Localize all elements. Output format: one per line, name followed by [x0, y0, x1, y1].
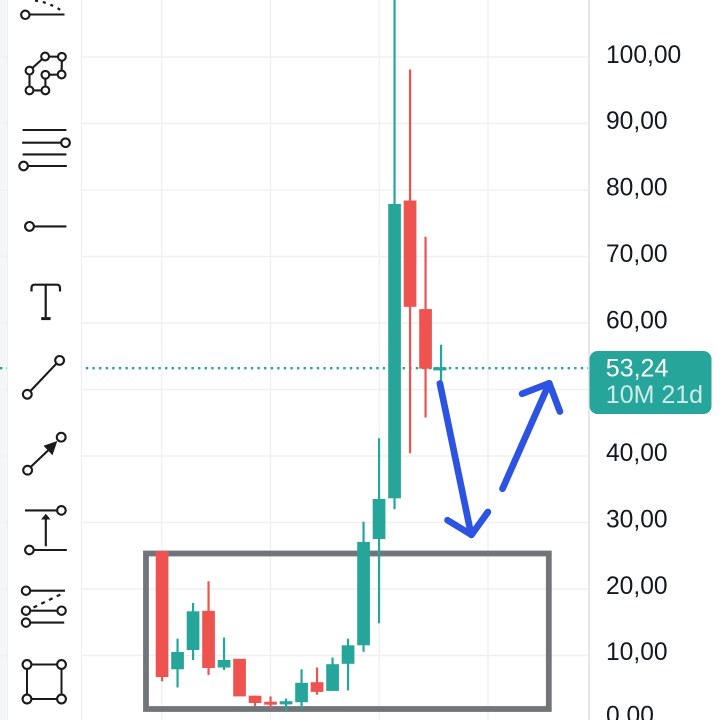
svg-text:90,00: 90,00	[606, 108, 668, 135]
svg-text:60,00: 60,00	[606, 308, 668, 335]
svg-text:20,00: 20,00	[606, 573, 668, 600]
svg-text:30,00: 30,00	[606, 507, 668, 534]
svg-text:80,00: 80,00	[606, 175, 668, 202]
svg-text:10,00: 10,00	[606, 639, 668, 666]
svg-text:10M 21d: 10M 21d	[606, 381, 703, 409]
svg-text:70,00: 70,00	[606, 241, 668, 268]
svg-text:0,00: 0,00	[606, 703, 654, 720]
svg-text:53,24: 53,24	[606, 354, 669, 382]
svg-text:100,00: 100,00	[606, 42, 681, 69]
svg-text:40,00: 40,00	[606, 440, 668, 467]
